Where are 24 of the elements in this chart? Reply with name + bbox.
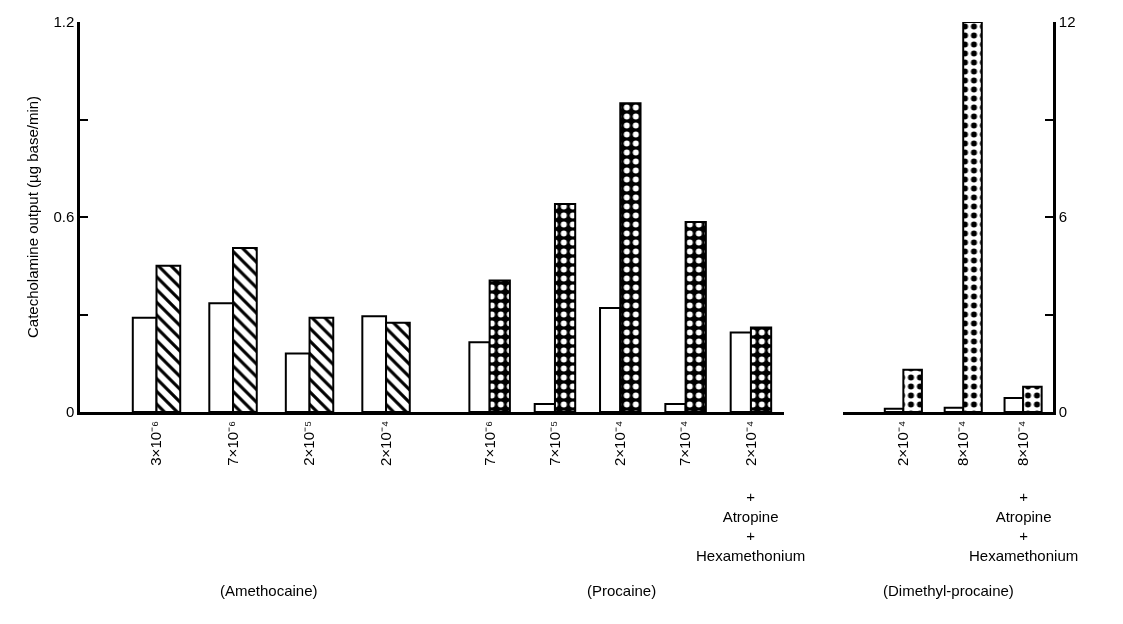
x-axis-title: (Dimethyl-procaine) <box>883 582 1014 599</box>
text: + Atropine + Hexamethonium <box>969 488 1079 564</box>
x-tick-label: 8×10⁻⁴ <box>954 420 972 466</box>
x-tick-label: 2×10⁻⁴ <box>894 420 912 466</box>
text: + Atropine + Hexamethonium <box>696 488 806 564</box>
x-tick-label: 8×10⁻⁴ <box>1013 420 1031 466</box>
x-tick-label: 2×10⁻⁴ <box>376 420 394 466</box>
y2-tick-label: 12 <box>1058 13 1076 31</box>
y-tick-label: 1.2 <box>53 13 75 31</box>
y-tick-label: 0 <box>65 403 75 421</box>
x-tick-label: 2×10⁻⁵ <box>300 420 318 466</box>
x-axis-title: (Procaine) <box>587 582 657 599</box>
x-tick-label: 3×10⁻⁶ <box>147 420 165 466</box>
x-tick-label: 7×10⁻⁴ <box>676 420 694 466</box>
y2-tick-label: 0 <box>1058 403 1068 421</box>
x-tick-label: 7×10⁻⁶ <box>223 420 241 466</box>
x-tick-label: 2×10⁻⁴ <box>741 420 759 466</box>
x-tick-label: 7×10⁻⁵ <box>545 420 563 466</box>
x-axis-title: (Amethocaine) <box>220 582 318 599</box>
y2-tick-label: 6 <box>1058 208 1068 226</box>
x-tick-label: 2×10⁻⁴ <box>611 420 629 466</box>
y-tick-label: 0.6 <box>53 208 75 226</box>
x-tick-label: 7×10⁻⁶ <box>480 420 498 466</box>
y-axis-title: Catecholamine output (µg base/min) <box>23 95 41 339</box>
